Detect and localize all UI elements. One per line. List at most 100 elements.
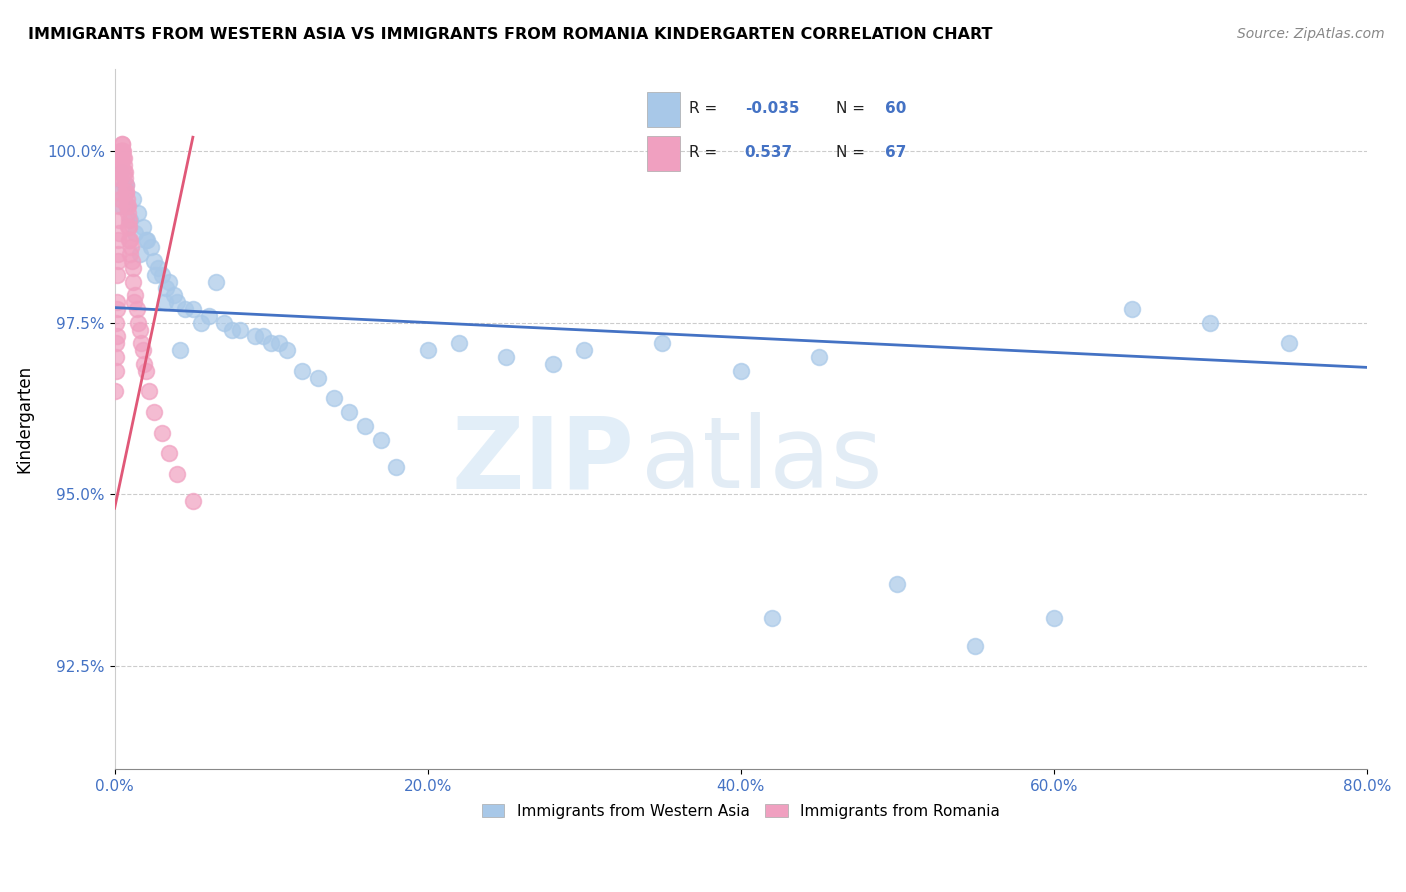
Point [105,301,128,316]
Point [108,171,131,186]
Point [205,275,228,289]
Point [181,301,204,316]
Point [129,336,152,351]
Point [761,611,783,625]
Point [1121,301,1143,316]
Point [110,164,132,178]
Text: Source: ZipAtlas.com: Source: ZipAtlas.com [1237,27,1385,41]
Point [128,323,150,337]
Point [143,268,166,282]
Point [252,329,274,343]
Point [108,185,131,199]
Y-axis label: Kindergarten: Kindergarten [15,365,32,473]
Point [128,247,150,261]
Point [107,212,129,227]
Point [107,233,129,247]
Text: ZIP: ZIP [451,412,634,509]
Point [221,323,243,337]
Point [307,370,329,384]
Point [125,301,148,316]
Point [135,233,157,247]
Point [886,576,908,591]
Point [807,350,830,364]
Point [114,178,136,193]
Point [110,144,132,158]
Point [117,219,139,234]
Point [276,343,298,358]
Point [111,137,134,152]
Point [110,151,132,165]
Point [107,247,129,261]
Point [541,357,564,371]
Point [112,178,135,193]
Point [142,405,165,419]
Point [105,336,128,351]
Point [1277,336,1299,351]
Point [447,336,470,351]
Text: atlas: atlas [641,412,882,509]
Point [124,227,146,241]
Point [121,260,143,275]
Point [124,288,146,302]
Point [174,301,197,316]
Point [370,433,392,447]
Point [112,164,135,178]
Point [110,171,132,186]
Point [142,253,165,268]
Point [117,206,139,220]
Point [181,494,204,508]
Point [166,295,188,310]
Point [114,171,136,186]
Point [150,268,173,282]
Point [105,329,128,343]
Point [114,178,136,193]
Point [139,240,162,254]
Point [117,199,139,213]
Point [572,343,595,358]
Text: IMMIGRANTS FROM WESTERN ASIA VS IMMIGRANTS FROM ROMANIA KINDERGARTEN CORRELATION: IMMIGRANTS FROM WESTERN ASIA VS IMMIGRAN… [28,27,993,42]
Point [166,467,188,481]
Point [965,639,987,653]
Point [115,199,138,213]
Point [120,212,142,227]
Point [153,295,176,310]
Point [150,425,173,440]
Point [127,206,149,220]
Point [1042,611,1064,625]
Point [354,418,377,433]
Point [136,233,159,247]
Point [111,199,134,213]
Point [108,227,131,241]
Point [197,309,219,323]
Point [108,192,131,206]
Point [1199,316,1222,330]
Point [111,144,134,158]
Point [212,316,235,330]
Point [114,164,136,178]
Point [134,357,156,371]
Point [135,364,157,378]
Point [115,185,138,199]
Point [730,364,752,378]
Point [111,137,134,152]
Point [108,185,131,199]
Point [127,316,149,330]
Point [385,460,408,475]
Point [115,185,138,199]
Point [416,343,439,358]
Point [118,247,141,261]
Point [108,199,131,213]
Point [122,275,145,289]
Point [260,336,283,351]
Point [105,316,128,330]
Point [118,212,141,227]
Point [120,240,142,254]
Point [110,158,132,172]
Point [267,336,290,351]
Point [495,350,517,364]
Point [148,260,170,275]
Point [108,164,131,178]
Point [132,343,155,358]
Point [118,219,141,234]
Point [112,151,135,165]
